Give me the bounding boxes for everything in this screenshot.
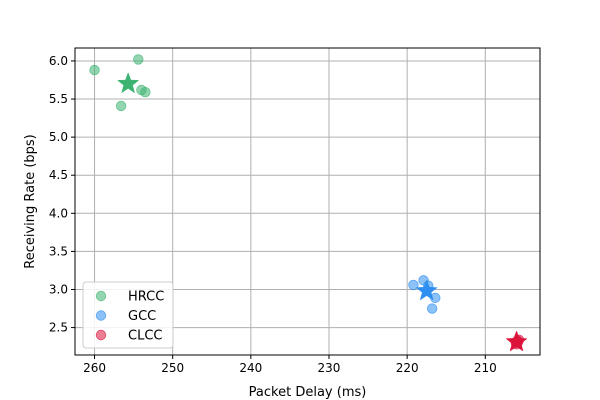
gcc-centroid-star	[415, 279, 438, 301]
legend-marker-hrcc	[95, 290, 107, 302]
legend-marker-gcc	[95, 310, 107, 321]
y-tick-label: 2.5	[49, 321, 68, 335]
y-tick-label: 4.0	[49, 206, 68, 220]
grid	[75, 48, 540, 355]
y-tick-label: 5.5	[49, 92, 68, 106]
x-tick-label: 250	[161, 361, 184, 375]
legend-label-hrcc: HRCC	[128, 290, 164, 305]
x-tick-label: 260	[83, 361, 106, 375]
x-tick-label: 210	[474, 361, 497, 375]
legend-marker-clcc	[95, 329, 107, 341]
hrcc-data-point	[115, 100, 127, 112]
hrcc-data-point	[133, 54, 144, 65]
plot-area-frame	[74, 47, 541, 356]
x-axis-label: Packet Delay (ms)	[249, 385, 367, 400]
y-tick-label: 6.0	[49, 54, 68, 68]
x-tick-label: 240	[239, 361, 262, 375]
legend-label-clcc: CLCC	[128, 329, 162, 344]
centroid-markers	[116, 72, 528, 352]
x-tick-label: 230	[318, 361, 341, 375]
clcc-centroid-star	[505, 330, 528, 352]
gcc-data-point	[426, 303, 438, 314]
x-axis-ticks: 260 250 240 230 220 210	[83, 355, 497, 375]
legend-label-gcc: GCC	[128, 309, 156, 324]
legend: HRCC GCC CLCC	[82, 281, 174, 349]
y-tick-label: 5.0	[49, 130, 68, 144]
x-tick-label: 220	[396, 361, 419, 375]
y-tick-label: 4.5	[49, 168, 68, 182]
y-axis-label: Receiving Rate (bps)	[23, 134, 38, 269]
y-axis-ticks: 2.5 3.0 3.5 4.0 4.5 5.0 5.5 6.0	[49, 54, 75, 335]
hrcc-data-point	[140, 86, 151, 98]
hrcc-data-point	[89, 64, 100, 76]
y-tick-label: 3.0	[49, 282, 68, 296]
gcc-data-point	[408, 279, 419, 291]
y-tick-label: 3.5	[49, 244, 68, 258]
hrcc-centroid-star	[116, 72, 140, 94]
